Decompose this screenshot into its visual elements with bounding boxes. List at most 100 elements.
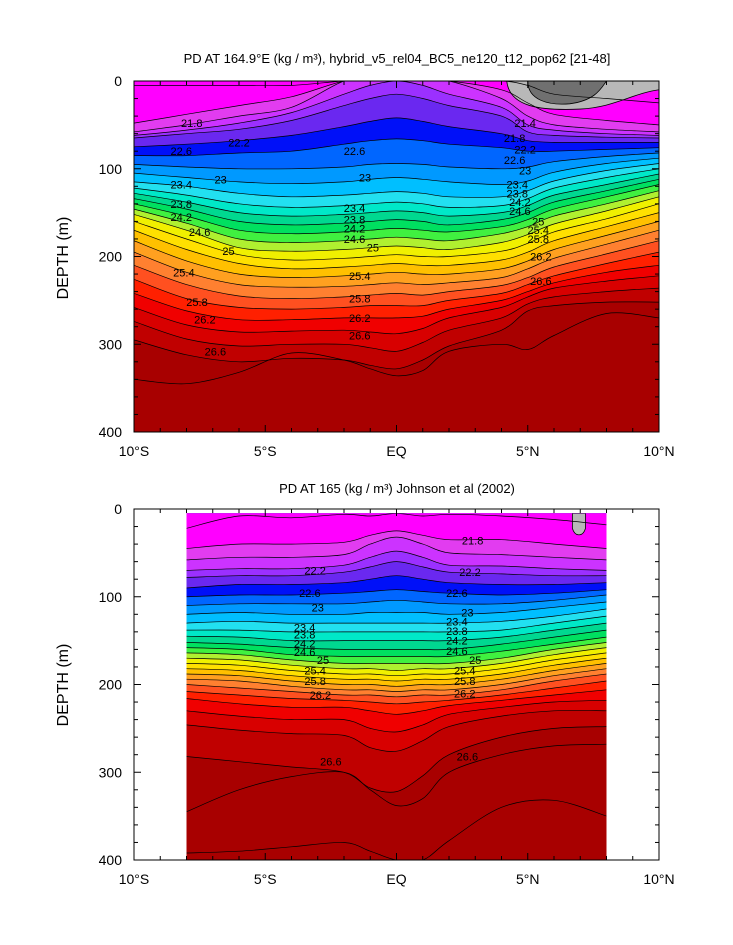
contour-label: 22.2 [304, 565, 325, 577]
contour-label: 24.2 [344, 223, 365, 235]
y-tick-label: 200 [99, 677, 123, 693]
x-tick-label: EQ [386, 443, 406, 459]
contour-label: 23.4 [446, 616, 467, 628]
contour-label: 23.4 [294, 622, 315, 634]
contour-label: 21.4 [514, 118, 535, 130]
contour-label: 23 [519, 166, 531, 178]
contour-label: 26.2 [310, 690, 331, 702]
isoline-layer [186, 513, 607, 860]
isoline-22.4 [186, 561, 607, 578]
isoline-24.8 [134, 203, 659, 261]
isoline-22 [134, 81, 659, 133]
contour-label: 23 [359, 173, 371, 185]
isoline-26.6 [186, 726, 607, 793]
isoline-24.6 [186, 647, 607, 671]
contour-label: 25 [222, 246, 234, 258]
contour-label: 25 [317, 655, 329, 667]
isoline-deep-0 [134, 312, 659, 385]
contour-label: 26.2 [530, 252, 551, 264]
isoline-22 [186, 536, 607, 561]
density-band-low-gray [571, 513, 586, 536]
contour-label: 23.4 [507, 180, 528, 192]
contour-label: 23 [461, 608, 473, 620]
isoline-23.2 [134, 157, 659, 185]
isoline-25 [186, 657, 607, 682]
contour-label: 26.6 [457, 751, 478, 763]
y-tick-label: 100 [99, 589, 123, 605]
contour-label: 25 [532, 216, 544, 228]
isoline-25.6 [186, 673, 607, 698]
contour-label: 26.2 [349, 313, 370, 325]
isoline-23.4 [134, 163, 659, 198]
axis-ticks [133, 80, 660, 433]
density-band-21.8 [186, 513, 607, 549]
contour-label: 22.2 [228, 137, 249, 149]
contour-label: 24.6 [189, 227, 210, 239]
isoline-22.6 [134, 117, 659, 148]
isoline-24 [186, 629, 607, 651]
isoline-24.4 [134, 190, 659, 243]
x-tick-label: 5°N [516, 443, 540, 459]
y-tick-label: 300 [99, 336, 123, 352]
y-tick-label: 100 [99, 161, 123, 177]
contour-label: 24.2 [509, 197, 530, 209]
contour-label: 25.4 [454, 665, 475, 677]
contour-label: 25.4 [304, 665, 325, 677]
contour-label: 22.2 [459, 567, 480, 579]
contour-label: 23 [312, 602, 324, 614]
isoline-24.2 [134, 184, 659, 235]
isoline-21.8 [134, 81, 659, 126]
isoline-25.8 [186, 680, 607, 705]
top-chart-title: PD AT 164.9°E (kg / m³), hybrid_v5_rel04… [184, 51, 611, 66]
contour-label: 23.8 [171, 199, 192, 211]
contour-label: 24.2 [171, 212, 192, 224]
axis-ticks [133, 508, 660, 861]
bottom-panel: PD AT 165 (kg / m³) Johnson et al (2002)… [55, 481, 675, 887]
contour-label: 23.4 [171, 180, 192, 192]
contour-label: 22.6 [344, 146, 365, 158]
isoline-23 [134, 152, 659, 170]
y-tick-label: 300 [99, 764, 123, 780]
contour-label: 22.6 [171, 146, 192, 158]
x-tick-label: 5°S [254, 871, 277, 887]
isoline-23.6 [186, 615, 607, 633]
contour-label: 23.8 [446, 626, 467, 638]
contour-label: 25.8 [528, 234, 549, 246]
isoline-26.4 [186, 710, 607, 752]
contour-label: 23.8 [344, 215, 365, 227]
isoline-22.2 [134, 81, 659, 136]
isoline-23 [186, 594, 607, 606]
y-tick-label: 0 [114, 501, 122, 517]
isoline-24.4 [186, 642, 607, 665]
contour-label: 25.4 [349, 271, 370, 283]
isoline-25.2 [186, 663, 607, 687]
bottom-chart-title: PD AT 165 (kg / m³) Johnson et al (2002) [279, 481, 515, 496]
isoline-25.2 [134, 221, 659, 278]
contour-label: 23.8 [507, 188, 528, 200]
isoline-22.8 [186, 589, 607, 598]
contour-label: 26.6 [530, 276, 551, 288]
contour-label: 24.6 [344, 234, 365, 246]
isoline-24.6 [134, 196, 659, 252]
contour-label: 21.8 [462, 536, 483, 548]
top-panel: PD AT 164.9°E (kg / m³), hybrid_v5_rel04… [55, 51, 675, 459]
contour-label: 25.4 [528, 225, 549, 237]
x-tick-label: 5°S [254, 443, 277, 459]
x-tick-label: 10°N [643, 443, 674, 459]
x-tick-label: 10°N [643, 871, 674, 887]
isoline-25.6 [134, 240, 659, 299]
isoline-23.8 [134, 173, 659, 217]
isoline-22.2 [186, 550, 607, 571]
isoline-21.8 [186, 530, 607, 549]
contour-label: 25 [469, 655, 481, 667]
bottom-chart-ylabel: DEPTH (m) [55, 644, 72, 727]
contour-label: 23.4 [344, 203, 365, 215]
top-chart-ylabel: DEPTH (m) [55, 217, 72, 300]
contour-label: 22.6 [504, 155, 525, 167]
contour-label: 26.2 [454, 688, 475, 700]
x-tick-label: 5°N [516, 871, 540, 887]
contour-label: 24.6 [294, 647, 315, 659]
contour-label: 24.2 [294, 638, 315, 650]
contour-label: 22.6 [446, 588, 467, 600]
